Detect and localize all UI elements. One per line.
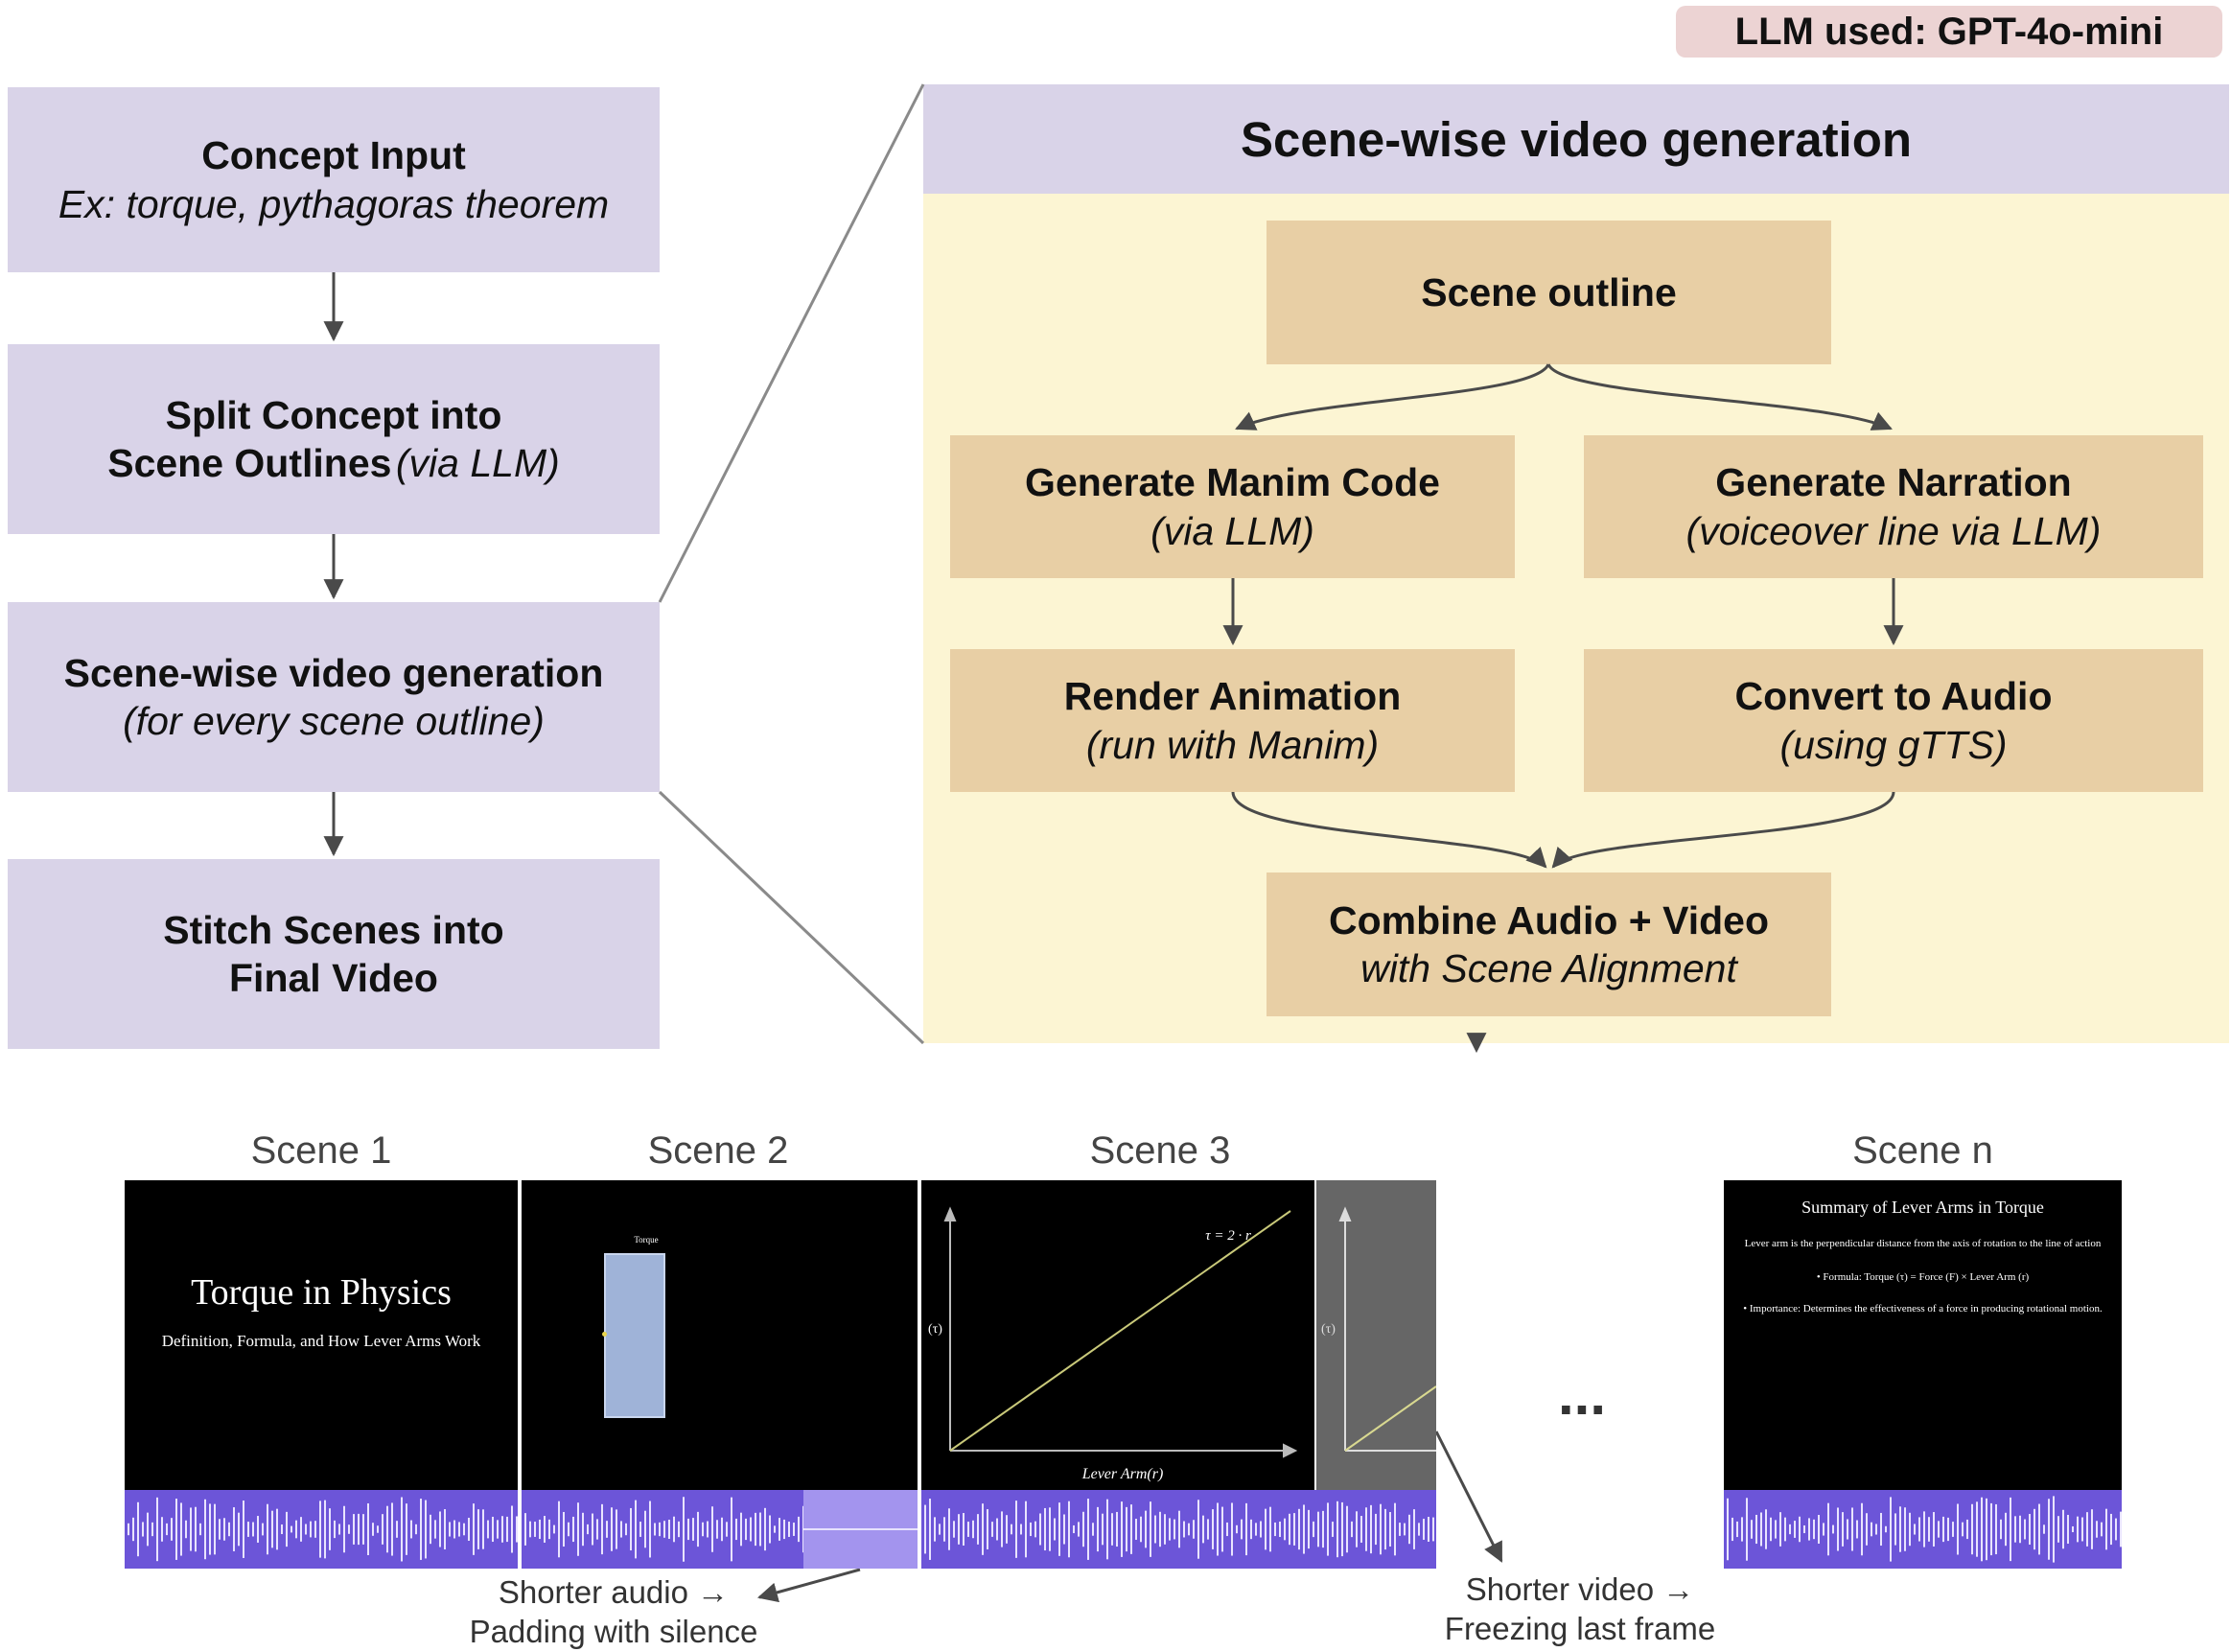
scene-3-label: Scene 3 (1089, 1129, 1231, 1172)
scene-n-line-1: Lever arm is the perpendicular distance … (1744, 1238, 2102, 1249)
scene-1-label: Scene 1 (250, 1129, 392, 1172)
concept-input-title: Concept Input (201, 133, 466, 178)
split-concept-box: Split Concept into Scene Outlines (via L… (8, 344, 660, 534)
render-title: Render Animation (1063, 674, 1402, 719)
shorter-audio-line-1: Shorter audio → (498, 1574, 730, 1610)
scene-n-frame: Summary of Lever Arms in Torque Lever ar… (1724, 1180, 2122, 1490)
scene-n-waveform (1727, 1496, 2122, 1563)
render-subtitle: (run with Manim) (1085, 722, 1380, 767)
scene-outline-box: Scene outline (1267, 221, 1831, 364)
scene-3-audio (921, 1490, 1436, 1569)
split-concept-title: Split Concept into (165, 392, 502, 437)
stitch-title: Stitch Scenes into (163, 907, 504, 952)
scene-2-frame: Torque (522, 1180, 918, 1490)
generate-manim-code-box: Generate Manim Code (via LLM) (950, 435, 1515, 578)
shorter-video-note: Shorter video → Freezing last frame (1417, 1570, 1743, 1649)
render-animation-box: Render Animation (run with Manim) (950, 649, 1515, 792)
scene-3-ylabel: (τ) (928, 1322, 942, 1337)
lever-rectangle (604, 1253, 665, 1418)
scene-3-xlabel: Lever Arm(r) (1081, 1466, 1164, 1482)
split-concept-title-2: Scene Outlines (107, 441, 392, 485)
stitch-scenes-box: Stitch Scenes into Final Video (8, 859, 660, 1049)
scene-n-label: Scene n (1852, 1129, 1993, 1172)
manim-code-subtitle: (via LLM) (1150, 508, 1314, 553)
scene-wise-generation-box: Scene-wise video generation (for every s… (8, 602, 660, 792)
frozen-graph (1338, 1206, 1436, 1452)
scene-2-audio (522, 1490, 918, 1569)
audio-title: Convert to Audio (1734, 674, 2053, 719)
scene-n-audio (1724, 1490, 2122, 1569)
scene-3-waveform (924, 1499, 1434, 1560)
pivot-dot (602, 1332, 607, 1337)
llm-used-badge: LLM used: GPT-4o-mini (1676, 6, 2222, 58)
combine-subtitle: with Scene Alignment (1360, 946, 1737, 990)
scene-3-graph (943, 1206, 1298, 1458)
shorter-video-line-1: Shorter video → (1465, 1571, 1695, 1607)
frozen-ylabel: (τ) (1321, 1322, 1336, 1337)
scene-3-frame: τ = 2 · r (τ) Lever Arm(r) (921, 1180, 1314, 1490)
stitch-title-2: Final Video (229, 956, 438, 1000)
ellipsis: ... (1557, 1362, 1606, 1427)
zoom-line-bottom (658, 790, 925, 1045)
scene-wise-subtitle: (for every scene outline) (123, 699, 545, 743)
shorter-video-line-2: Freezing last frame (1444, 1611, 1716, 1647)
scene-2-waveform (524, 1497, 804, 1562)
convert-to-audio-box: Convert to Audio (using gTTS) (1584, 649, 2203, 792)
narration-subtitle: (voiceover line via LLM) (1685, 508, 2102, 553)
scene-3-equation: τ = 2 · r (1205, 1228, 1251, 1244)
narration-title: Generate Narration (1715, 460, 2072, 505)
arrow-shorter-video-note (1434, 1431, 1503, 1563)
scene-n-title: Summary of Lever Arms in Torque (1801, 1198, 2044, 1217)
zoom-line-top (658, 83, 925, 603)
scene-n-line-2: • Formula: Torque (τ) = Force (F) × Leve… (1816, 1271, 2030, 1283)
scene-1-audio (125, 1490, 518, 1569)
manim-code-title: Generate Manim Code (1025, 460, 1440, 505)
audio-subtitle: (using gTTS) (1779, 722, 2008, 767)
scene-outline-label: Scene outline (1421, 269, 1677, 314)
scene-2-label-text: Torque (634, 1235, 659, 1245)
scene-1-title: Torque in Physics (191, 1272, 452, 1313)
shorter-audio-note: Shorter audio → Padding with silence (451, 1572, 777, 1652)
scene-wise-title: Scene-wise video generation (63, 650, 604, 695)
shorter-audio-line-2: Padding with silence (469, 1614, 758, 1650)
concept-input-box: Concept Input Ex: torque, pythagoras the… (8, 87, 660, 272)
silence-padding (803, 1490, 918, 1569)
combine-audio-video-box: Combine Audio + Video with Scene Alignme… (1267, 873, 1831, 1016)
split-concept-subtitle: (via LLM) (395, 441, 560, 485)
scene-2-label: Scene 2 (647, 1129, 789, 1172)
scene-1-waveform (128, 1497, 518, 1562)
panel-header: Scene-wise video generation (923, 84, 2229, 194)
scene-1-subtitle: Definition, Formula, and How Lever Arms … (161, 1332, 481, 1350)
concept-input-example: Ex: torque, pythagoras theorem (58, 181, 610, 226)
scene-1-frame: Torque in Physics Definition, Formula, a… (125, 1180, 518, 1490)
scene-n-line-3: • Importance: Determines the effectivene… (1743, 1303, 2103, 1315)
frozen-last-frame: (τ) (1316, 1180, 1436, 1490)
generate-narration-box: Generate Narration (voiceover line via L… (1584, 435, 2203, 578)
combine-title: Combine Audio + Video (1328, 897, 1769, 942)
